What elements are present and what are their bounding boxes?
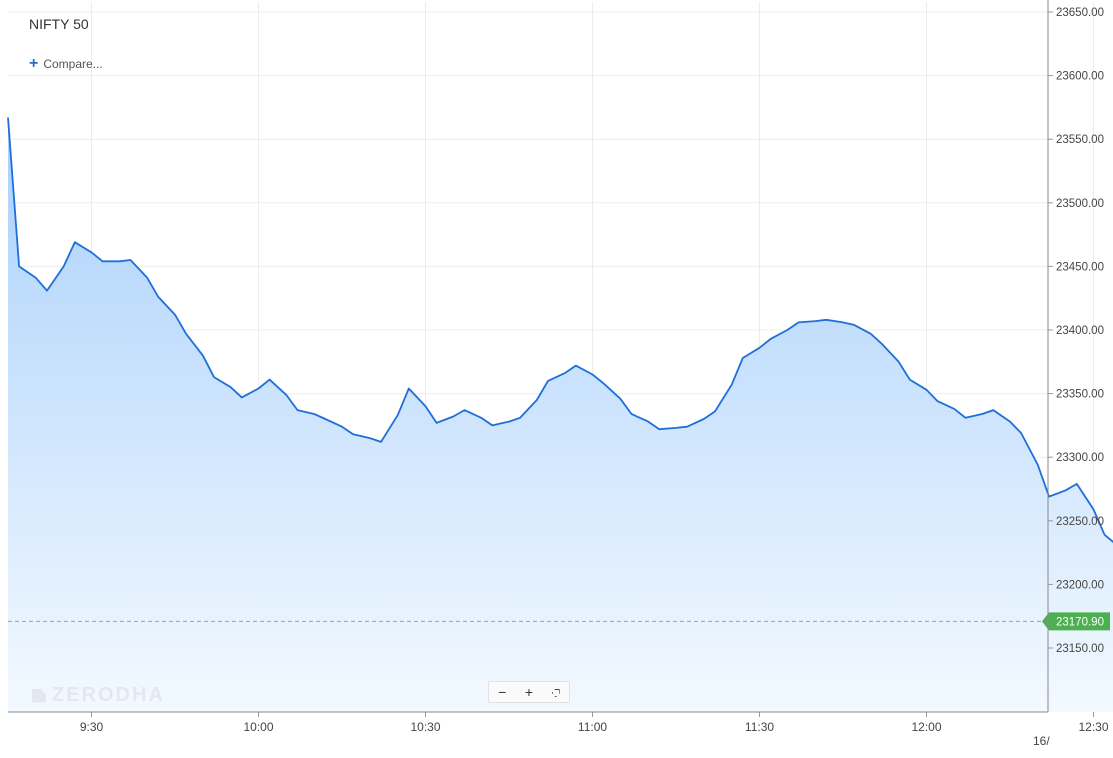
y-tick-label: 23650.00	[1056, 7, 1104, 19]
instrument-title: NIFTY 50	[29, 16, 89, 32]
last-price-label: 23170.90	[1056, 616, 1104, 628]
x-tick-label: 10:30	[410, 720, 440, 734]
fullscreen-button[interactable]	[546, 684, 566, 700]
compare-button[interactable]: + Compare...	[29, 55, 103, 72]
x-tick-label: 11:00	[578, 720, 607, 734]
x-tick-label: 11:30	[745, 720, 774, 734]
compare-label: Compare...	[43, 57, 103, 71]
fullscreen-icon	[551, 689, 560, 697]
x-tick-label: 9:30	[80, 720, 104, 734]
last-price-marker: 23170.90	[8, 612, 1110, 631]
zerodha-logo-icon	[32, 688, 46, 703]
y-tick-label: 23300.00	[1056, 452, 1104, 464]
x-trailing-label: 16/	[1033, 734, 1050, 748]
y-tick-label: 23350.00	[1056, 389, 1104, 401]
y-tick-label: 23550.00	[1056, 134, 1104, 146]
x-tick-label: 12:30	[1078, 720, 1108, 734]
x-tick-label: 12:00	[911, 720, 941, 734]
y-tick-label: 23250.00	[1056, 516, 1104, 528]
price-area-fill	[8, 117, 1113, 712]
plus-icon: +	[29, 55, 39, 72]
zerodha-watermark: ZERODHA	[32, 684, 165, 707]
y-tick-label: 23450.00	[1056, 261, 1104, 273]
y-tick-label: 23400.00	[1056, 325, 1104, 337]
x-tick-label: 10:00	[243, 720, 273, 734]
price-series-line	[7, 117, 1113, 544]
axes: 23650.00 23600.00 23550.00 23500.00 23450.00…	[8, 0, 1109, 748]
y-tick-label: 23150.00	[1056, 643, 1104, 655]
last-price-badge	[1042, 612, 1110, 631]
zoom-in-button[interactable]: +	[524, 684, 534, 700]
watermark-text: ZERODHA	[52, 684, 165, 706]
y-tick-label: 23200.00	[1056, 579, 1104, 591]
zoom-controls: − +	[488, 681, 570, 703]
zoom-out-button[interactable]: −	[498, 684, 507, 700]
y-tick-label: 23600.00	[1056, 71, 1104, 83]
y-tick-label: 23500.00	[1056, 198, 1104, 210]
